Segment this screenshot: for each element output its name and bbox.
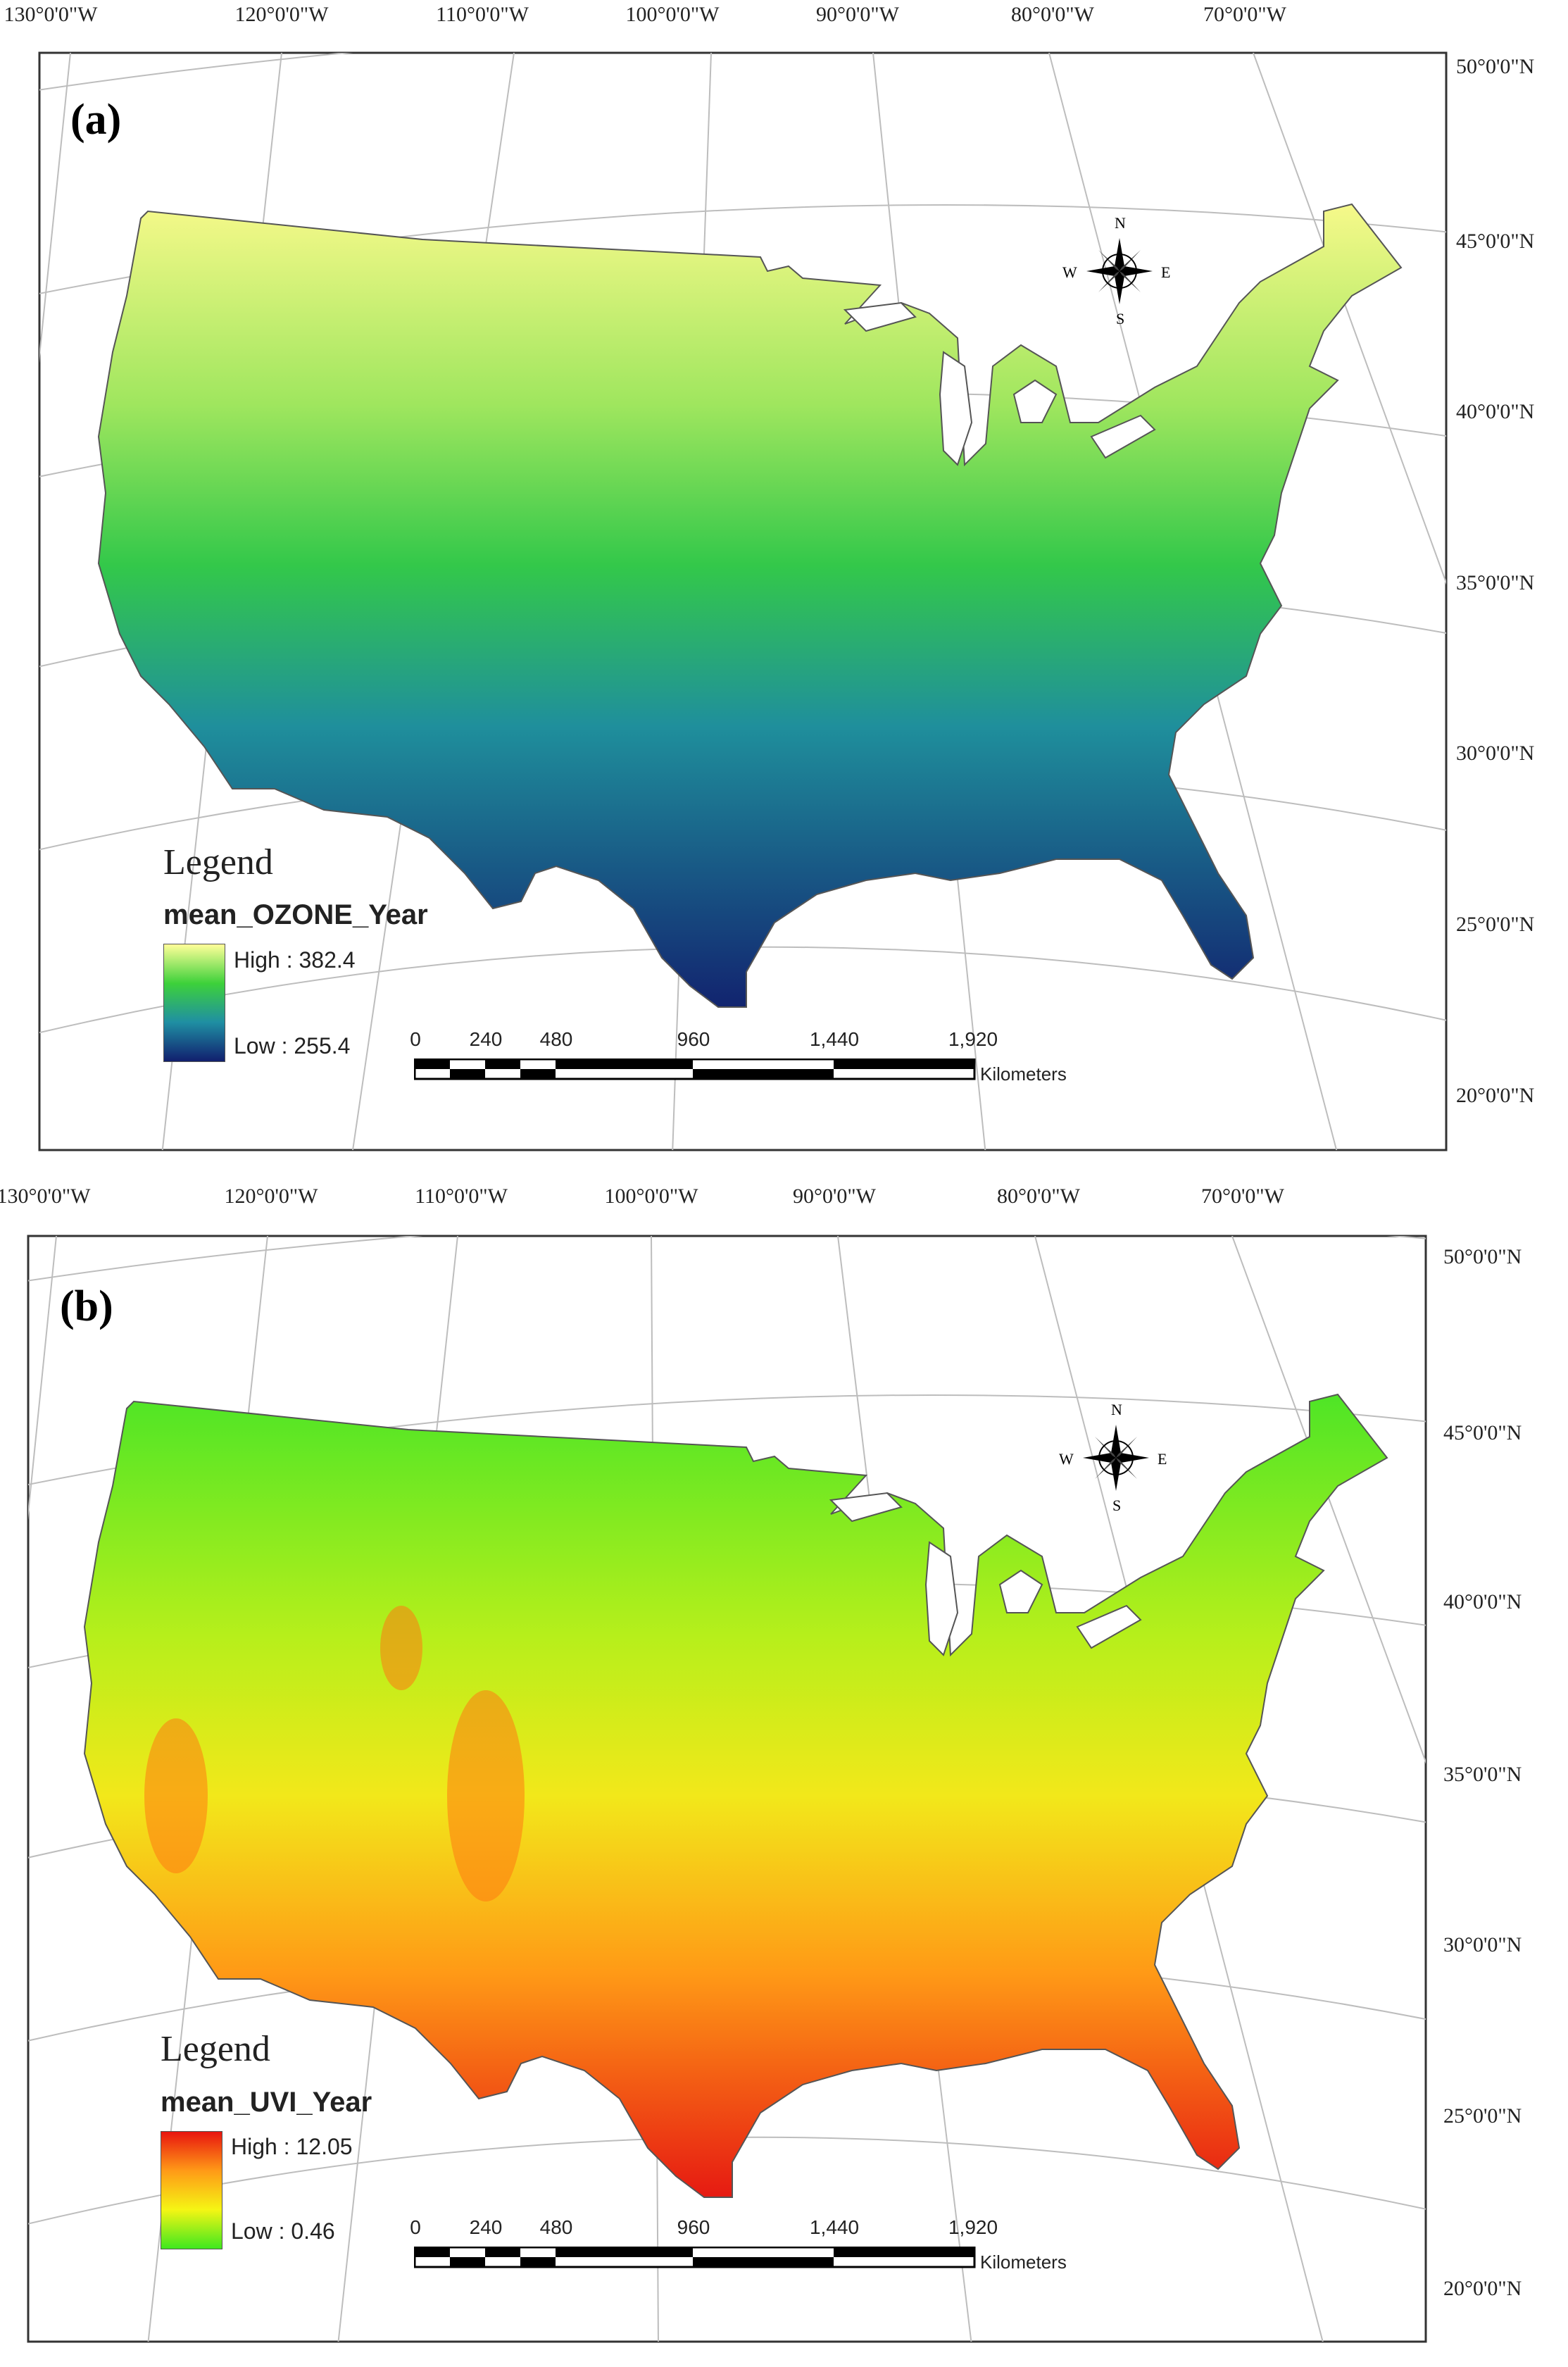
map-frame: [38, 51, 1448, 1151]
scale-tick-label: 960: [677, 2216, 710, 2238]
legend-color-ramp: [163, 944, 225, 1062]
scale-tick-label: 0: [410, 1028, 421, 1050]
longitude-label: 100°0'0"W: [625, 3, 720, 26]
scale-tick-label: 240: [469, 1028, 503, 1050]
longitude-label: 90°0'0"W: [793, 1185, 876, 1208]
scale-tick-label: 1,920: [948, 2216, 998, 2238]
latitude-label: 20°0'0"N: [1443, 2277, 1522, 2300]
contiguous-us-ozone-surface: [97, 203, 1403, 1008]
latitude-label: 35°0'0"N: [1456, 571, 1535, 594]
scale-bar: [414, 2247, 976, 2268]
great-lakes: [829, 1492, 1142, 1656]
panel-label: (a): [70, 96, 122, 144]
compass-west: W: [1062, 263, 1077, 281]
north-arrow-compass: N S E W: [1059, 1401, 1167, 1514]
scale-tick-label: 480: [539, 1028, 573, 1050]
scale-tick-label: 0: [410, 2216, 421, 2238]
legend-field-name: mean_UVI_Year: [161, 2087, 372, 2118]
scale-tick-label: 1,920: [948, 1028, 998, 1050]
compass-south: S: [1116, 310, 1125, 327]
contiguous-us-uvi-surface: [83, 1393, 1388, 2198]
compass-north: N: [1115, 214, 1126, 232]
longitude-label: 110°0'0"W: [415, 1185, 508, 1208]
longitude-label: 120°0'0"W: [234, 3, 329, 26]
compass-east: E: [1158, 1450, 1167, 1468]
latitude-label: 30°0'0"N: [1443, 1933, 1522, 1956]
legend-title: Legend: [163, 842, 273, 882]
latitude-label: 40°0'0"N: [1456, 400, 1535, 423]
compass-rose-icon: [1083, 1425, 1149, 1491]
panel-label: (b): [60, 1282, 113, 1330]
longitude-label: 80°0'0"W: [997, 1185, 1080, 1208]
scale-tick-label: 1,440: [809, 1028, 860, 1050]
map-frame: [27, 1235, 1427, 2343]
compass-south: S: [1112, 1497, 1122, 1514]
longitude-label: 70°0'0"W: [1203, 3, 1286, 26]
longitude-label: 100°0'0"W: [604, 1185, 698, 1208]
map-canvas: [27, 1235, 1427, 2343]
compass-north: N: [1111, 1401, 1122, 1418]
scale-tick-label: 480: [539, 2216, 573, 2238]
latitude-label: 35°0'0"N: [1443, 1763, 1522, 1786]
compass-rose-icon: [1086, 238, 1153, 304]
legend-low-value: Low : 0.46: [231, 2218, 335, 2244]
legend-high-value: High : 12.05: [231, 2134, 353, 2159]
compass-west: W: [1059, 1450, 1074, 1468]
legend-field-name: mean_OZONE_Year: [163, 899, 428, 930]
latitude-label: 20°0'0"N: [1456, 1084, 1535, 1107]
longitude-label: 80°0'0"W: [1011, 3, 1094, 26]
compass-east: E: [1161, 263, 1171, 281]
legend-title: Legend: [161, 2029, 270, 2069]
longitude-label: 70°0'0"W: [1201, 1185, 1284, 1208]
longitude-label: 130°0'0"W: [0, 1185, 91, 1208]
latitude-label: 50°0'0"N: [1443, 1245, 1522, 1268]
latitude-label: 25°0'0"N: [1456, 913, 1535, 936]
scale-tick-label: 240: [469, 2216, 503, 2238]
longitude-label: 130°0'0"W: [4, 3, 98, 26]
map-canvas: [38, 51, 1448, 1151]
uvi-hotspots: [144, 1606, 525, 1901]
longitude-label: 90°0'0"W: [816, 3, 899, 26]
scale-unit-label: Kilometers: [980, 2252, 1067, 2273]
great-lakes: [843, 301, 1156, 466]
map-panel-uvi: 130°0'0"W 120°0'0"W 110°0'0"W 100°0'0"W …: [0, 1183, 1568, 2367]
legend-low-value: Low : 255.4: [234, 1033, 351, 1058]
longitude-label: 120°0'0"W: [224, 1185, 318, 1208]
latitude-label: 40°0'0"N: [1443, 1590, 1522, 1613]
latitude-label: 25°0'0"N: [1443, 2104, 1522, 2128]
longitude-label: 110°0'0"W: [436, 3, 529, 26]
scale-bar: [414, 1058, 976, 1080]
map-panel-ozone: 130°0'0"W 120°0'0"W 110°0'0"W 100°0'0"W …: [0, 0, 1568, 1183]
latitude-label: 45°0'0"N: [1456, 230, 1535, 253]
latitude-label: 30°0'0"N: [1456, 742, 1535, 765]
latitude-label: 45°0'0"N: [1443, 1421, 1522, 1444]
scale-unit-label: Kilometers: [980, 1063, 1067, 1085]
north-arrow-compass: N S E W: [1062, 214, 1170, 327]
legend-high-value: High : 382.4: [234, 947, 356, 973]
scale-tick-label: 1,440: [809, 2216, 860, 2238]
latitude-label: 50°0'0"N: [1456, 55, 1535, 78]
scale-tick-label: 960: [677, 1028, 710, 1050]
legend-color-ramp: [161, 2131, 222, 2249]
